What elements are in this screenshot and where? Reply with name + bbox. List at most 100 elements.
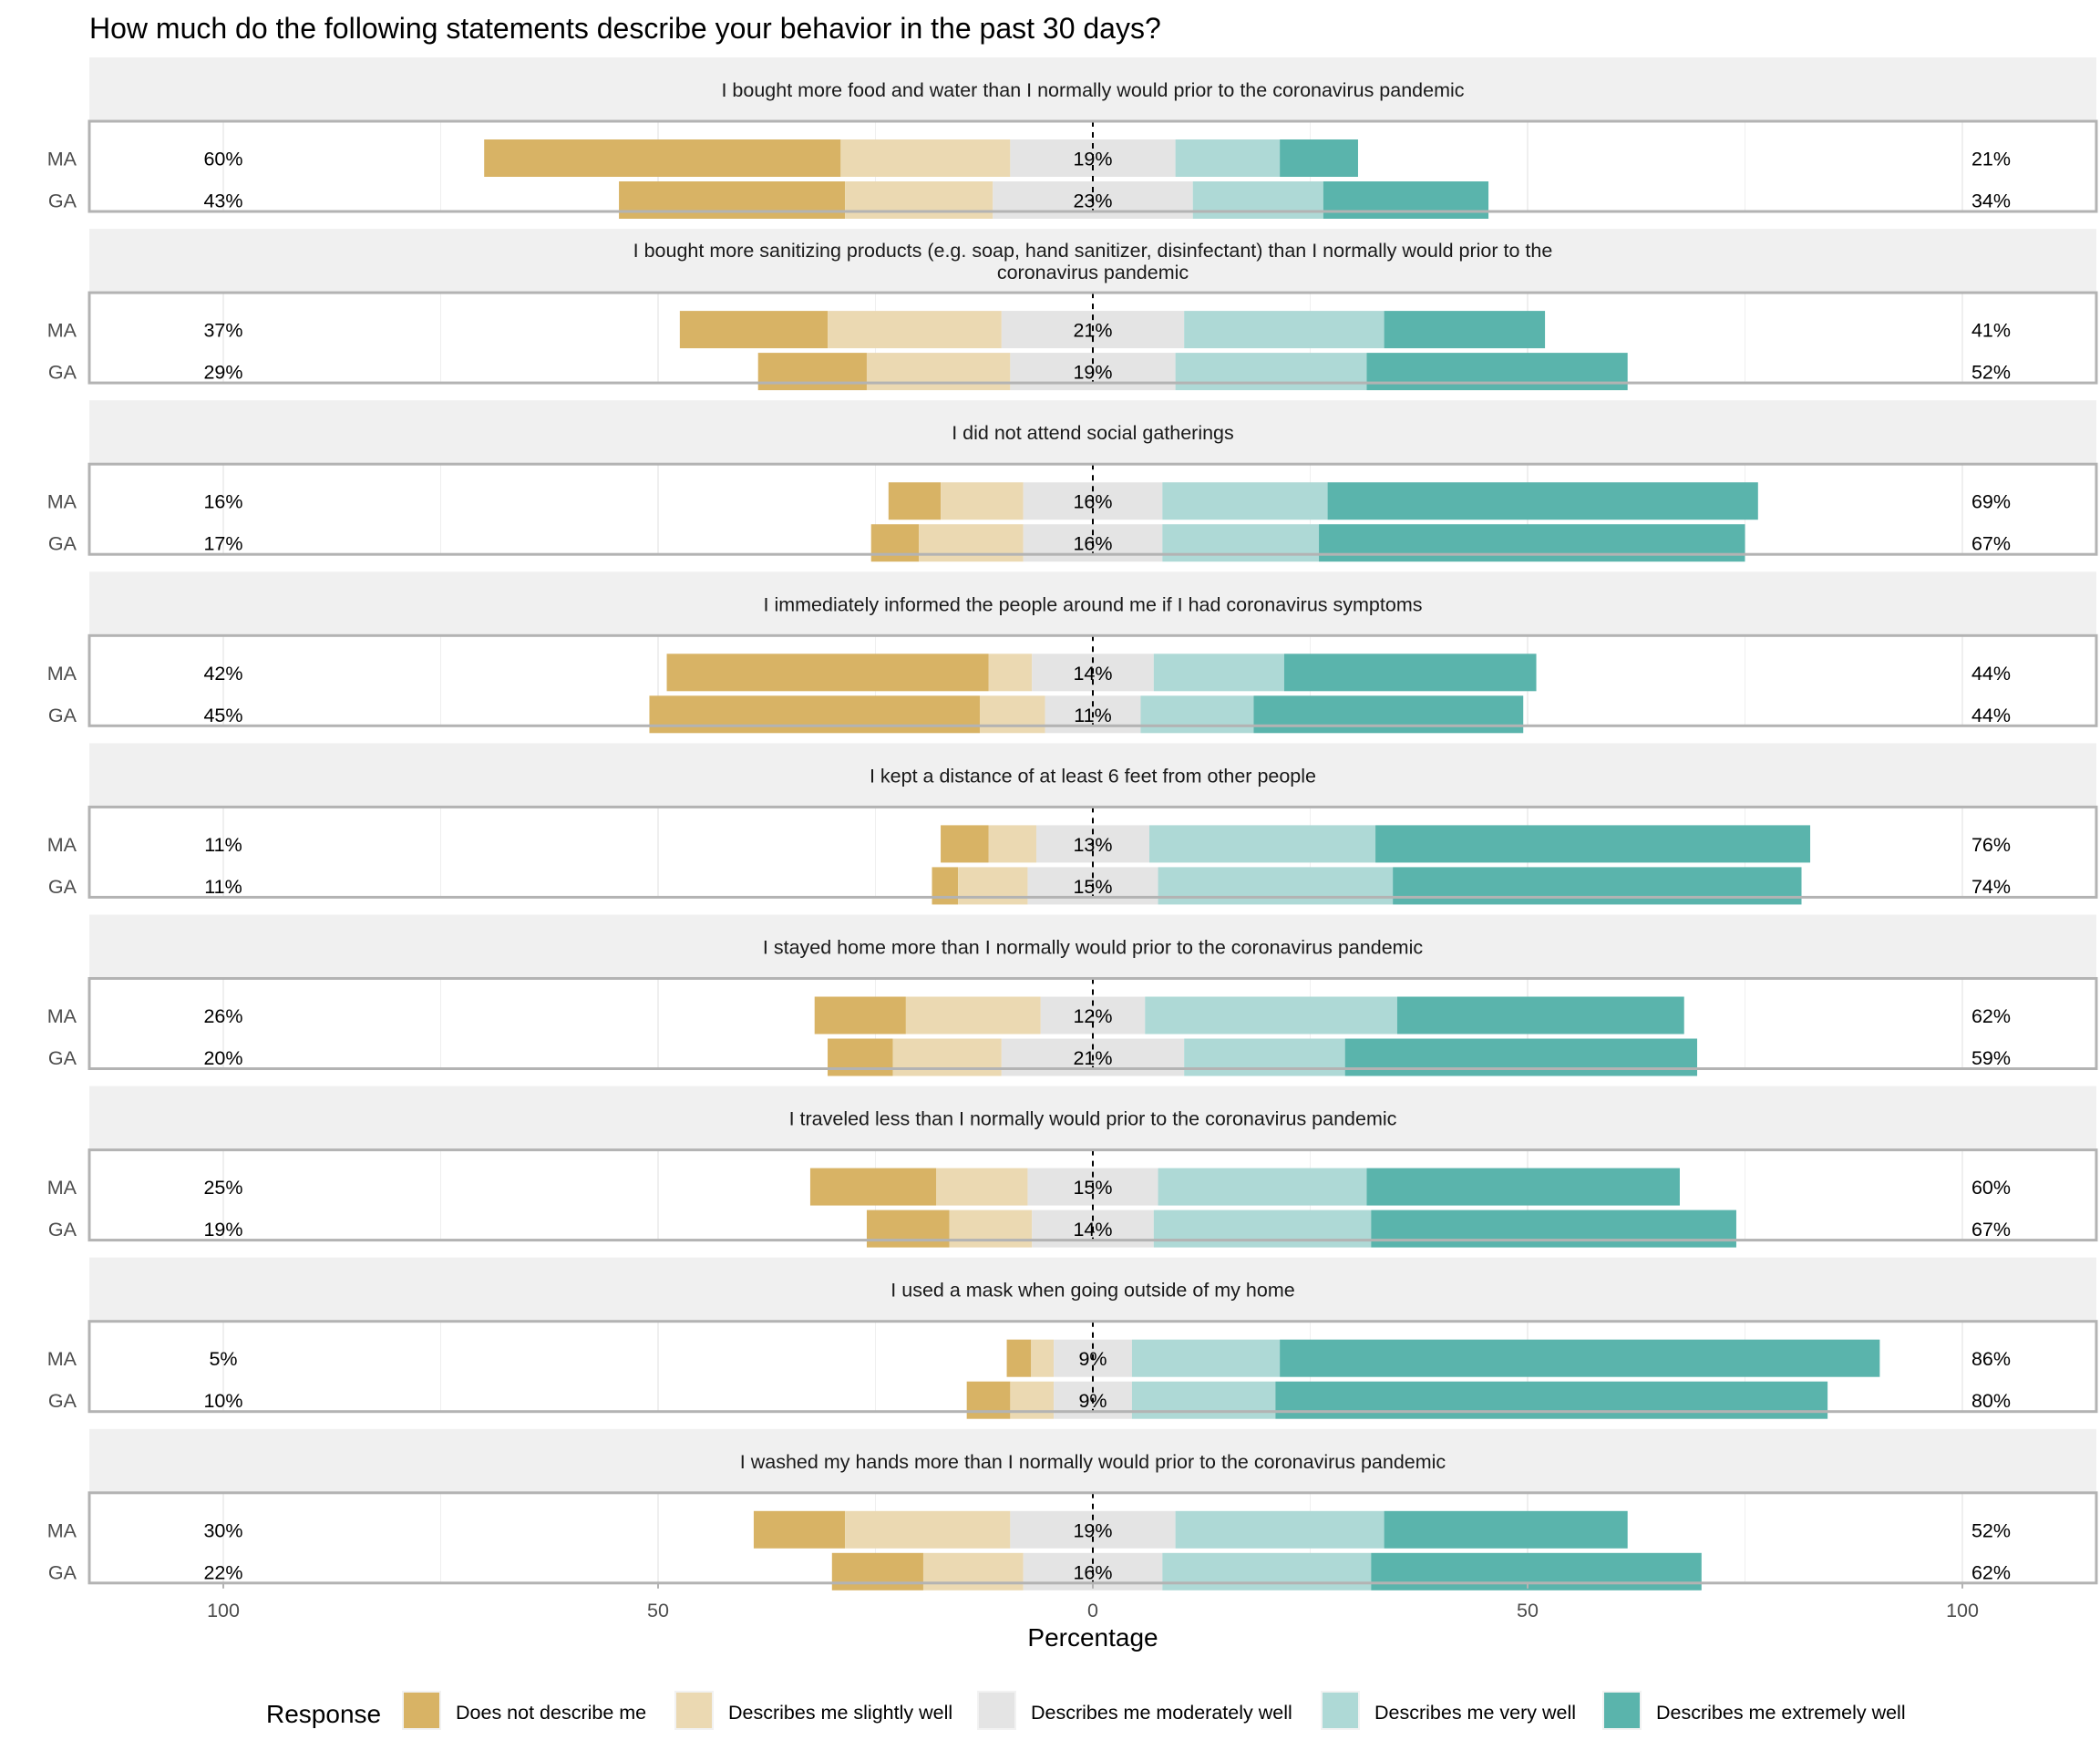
facet-strip <box>89 1086 2096 1150</box>
x-tick-label: 100 <box>1946 1600 1979 1621</box>
bar-segment-sl <box>845 1510 1011 1549</box>
bar-segment-vw <box>1162 482 1328 520</box>
bar-segment-sl <box>941 482 1024 520</box>
low-percent-label: 5% <box>209 1348 237 1370</box>
legend-swatch <box>404 1693 439 1728</box>
bar-segment-dn <box>809 1168 937 1206</box>
group-label: MA <box>47 834 77 856</box>
group-label: MA <box>47 1005 77 1027</box>
facet-panel: I used a mask when going outside of my h… <box>47 1257 2098 1419</box>
facet-strip <box>89 1428 2096 1493</box>
high-percent-label: 80% <box>1971 1390 2011 1412</box>
low-percent-label: 11% <box>204 834 242 856</box>
bar-segment-ew <box>1323 181 1489 219</box>
group-label: GA <box>48 190 77 212</box>
bar-segment-vw <box>1149 825 1376 863</box>
low-percent-label: 30% <box>203 1519 242 1541</box>
bar-segment-dn <box>484 139 841 177</box>
facet-strip-label: I stayed home more than I normally would… <box>763 937 1423 959</box>
high-percent-label: 76% <box>1971 834 2011 856</box>
bar-segment-dn <box>932 867 959 905</box>
bar-segment-dn <box>649 695 980 734</box>
legend-item: Describes me extremely well <box>1602 1691 1906 1730</box>
panel-border <box>88 119 2098 213</box>
high-percent-label: 86% <box>1971 1348 2011 1370</box>
high-percent-label: 67% <box>1971 533 2011 555</box>
legend-item: Describes me slightly well <box>674 1691 952 1730</box>
group-label: MA <box>47 663 77 685</box>
bar-segment-dn <box>870 524 920 562</box>
bar-segment-sl <box>988 654 1033 692</box>
bar-segment-dn <box>966 1381 1011 1419</box>
bar-segment-sl <box>958 867 1028 905</box>
facet-strip <box>89 229 2096 293</box>
bar-segment-dn <box>831 1552 923 1590</box>
bar-segment-ew <box>1366 353 1628 391</box>
facet-strip <box>89 1257 2096 1322</box>
bar-segment-vw <box>1140 695 1254 734</box>
bar-segment-ew <box>1371 1552 1702 1590</box>
facet-strip <box>89 914 2096 979</box>
bar-segment-ew <box>1275 1381 1828 1419</box>
bar-segment-dn <box>866 1210 950 1248</box>
bar-segment-sl <box>892 1038 1002 1076</box>
low-percent-label: 10% <box>203 1390 242 1412</box>
facet-strip <box>89 57 2096 121</box>
high-percent-label: 62% <box>1971 1005 2011 1027</box>
high-percent-label: 44% <box>1971 705 2011 726</box>
bar-segment-vw <box>1158 867 1394 905</box>
facet-strip <box>89 743 2096 808</box>
group-label: GA <box>48 533 77 555</box>
facet-strip-label: I did not attend social gatherings <box>952 422 1234 444</box>
bar-segment-ew <box>1396 996 1684 1035</box>
facet-panel: I bought more food and water than I norm… <box>47 57 2098 219</box>
bar-segment-sl <box>1010 1381 1055 1419</box>
group-label: MA <box>47 320 77 342</box>
bar-segment-sl <box>840 139 1011 177</box>
high-percent-label: 62% <box>1971 1561 2011 1583</box>
legend-swatch <box>1604 1693 1640 1728</box>
x-axis: 100 50 0 50 100 <box>207 1582 1979 1621</box>
high-percent-label: 74% <box>1971 876 2011 898</box>
bar-segment-vw <box>1131 1339 1281 1377</box>
panel-border <box>88 977 2098 1070</box>
group-label: MA <box>47 149 77 170</box>
bar-segment-sl <box>979 695 1045 734</box>
high-percent-label: 41% <box>1971 320 2011 342</box>
facet-panel: I bought more sanitizing products (e.g. … <box>47 229 2098 391</box>
high-percent-label: 67% <box>1971 1219 2011 1240</box>
facet-strip-label: I bought more food and water than I norm… <box>721 79 1464 101</box>
bar-segment-ew <box>1280 1339 1880 1377</box>
bar-segment-sl <box>919 524 1024 562</box>
facet-strip-label: coronavirus pandemic <box>997 262 1189 283</box>
facet-panel: I washed my hands more than I normally w… <box>47 1428 2098 1590</box>
high-percent-label: 44% <box>1971 663 2011 685</box>
legend-swatch <box>676 1693 712 1728</box>
x-tick-label: 50 <box>1517 1600 1539 1621</box>
bar-segment-vw <box>1162 1552 1372 1590</box>
legend-swatch <box>979 1693 1014 1728</box>
legend-item: Does not describe me <box>402 1691 646 1730</box>
bar-segment-ew <box>1366 1168 1680 1206</box>
bar-segment-dn <box>679 311 829 349</box>
x-tick-label: 50 <box>647 1600 669 1621</box>
group-label: MA <box>47 491 77 513</box>
facet-strip-label: I bought more sanitizing products (e.g. … <box>633 240 1553 262</box>
bar-segment-dn <box>828 1038 893 1076</box>
group-label: GA <box>48 362 77 384</box>
facet-strip-label: I traveled less than I normally would pr… <box>789 1108 1397 1130</box>
bar-segment-dn <box>941 825 989 863</box>
group-label: MA <box>47 1519 77 1541</box>
bar-segment-ew <box>1384 311 1546 349</box>
facet-strip-label: I used a mask when going outside of my h… <box>890 1280 1294 1302</box>
bar-segment-dn <box>1006 1339 1032 1377</box>
chart-title: How much do the following statements des… <box>89 12 1161 45</box>
group-label: GA <box>48 705 77 726</box>
bar-segment-ew <box>1327 482 1758 520</box>
facet-strip <box>89 571 2096 636</box>
low-percent-label: 17% <box>203 533 242 555</box>
low-percent-label: 22% <box>203 1561 242 1583</box>
low-percent-label: 19% <box>203 1219 242 1240</box>
high-percent-label: 34% <box>1971 190 2011 212</box>
legend-swatch <box>1323 1693 1358 1728</box>
